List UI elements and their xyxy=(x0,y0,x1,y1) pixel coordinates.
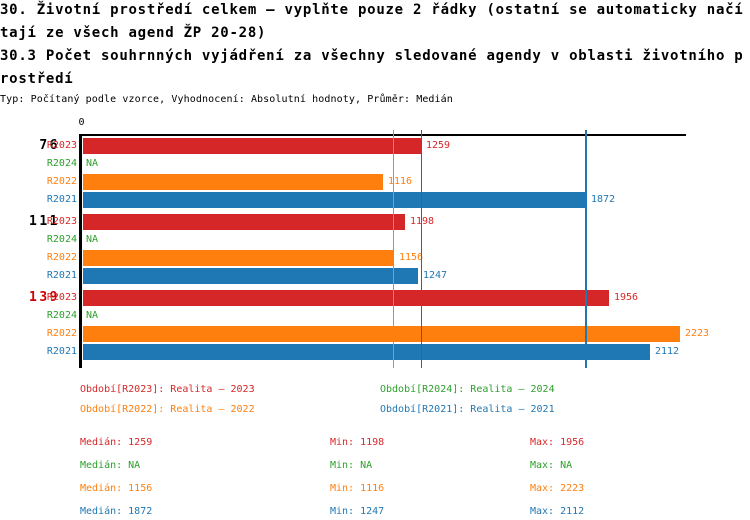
series-row-label: R2024 xyxy=(46,234,77,245)
bar-r2021 xyxy=(83,268,418,284)
bar-na-label: NA xyxy=(86,158,99,169)
series-row-label: R2022 xyxy=(46,252,77,263)
bar-value-label: 1872 xyxy=(591,194,616,205)
group-label: 111 xyxy=(29,214,60,229)
bar-value-label: 1156 xyxy=(399,252,424,263)
bar-na-label: NA xyxy=(86,234,99,245)
stat-max-1: Max: NA xyxy=(530,460,573,471)
series-row-label: R2023 xyxy=(46,140,77,151)
series-row-label: R2022 xyxy=(46,176,77,187)
y-axis-line xyxy=(79,134,82,368)
bar-r2022 xyxy=(83,174,383,190)
bar-na-label: NA xyxy=(86,310,99,321)
stat-min-1: Min: NA xyxy=(330,460,373,471)
stat-median-3: Medián: 1872 xyxy=(80,506,153,517)
legend-item-0: Období[R2023]: Realita – 2023 xyxy=(80,384,255,395)
stat-median-0: Medián: 1259 xyxy=(80,437,153,448)
stat-min-2: Min: 1116 xyxy=(330,483,385,494)
bar-r2022 xyxy=(83,250,394,266)
series-row-label: R2023 xyxy=(46,216,77,227)
series-row-label: R2022 xyxy=(46,328,77,339)
series-row-label: R2024 xyxy=(46,310,77,321)
group-label: 76 xyxy=(39,138,60,153)
legend-item-3: Období[R2021]: Realita – 2021 xyxy=(380,404,555,415)
title-line-1: 30. Životní prostředí celkem – vyplňte p… xyxy=(0,2,744,18)
bar-value-label: 2223 xyxy=(685,328,710,339)
title-line-4: rostředí xyxy=(0,71,74,87)
title-line-2: tají ze všech agend ŽP 20-28) xyxy=(0,25,267,41)
bar-r2023 xyxy=(83,214,405,230)
bar-value-label: 1956 xyxy=(614,292,639,303)
bar-r2021 xyxy=(83,192,586,208)
x-axis-line xyxy=(81,134,686,136)
stat-median-1: Medián: NA xyxy=(80,460,141,471)
bar-value-label: 1198 xyxy=(410,216,435,227)
median-line-r2022 xyxy=(392,130,395,368)
legend-item-2: Období[R2022]: Realita – 2022 xyxy=(80,404,255,415)
median-line-r2023 xyxy=(420,130,423,368)
stat-min-3: Min: 1247 xyxy=(330,506,385,517)
bar-r2023 xyxy=(83,290,609,306)
series-row-label: R2021 xyxy=(46,194,77,205)
series-row-label: R2023 xyxy=(46,292,77,303)
bar-value-label: 1259 xyxy=(426,140,451,151)
series-row-label: R2021 xyxy=(46,270,77,281)
stat-max-3: Max: 2112 xyxy=(530,506,585,517)
bar-r2023 xyxy=(83,138,421,154)
median-line-r2021 xyxy=(585,130,587,368)
title-line-3: 30.3 Počet souhrnných vyjádření za všech… xyxy=(0,48,744,64)
bar-value-label: 1116 xyxy=(388,176,413,187)
x-axis-zero-label: 0 xyxy=(78,117,85,128)
series-row-label: R2024 xyxy=(46,158,77,169)
bar-r2021 xyxy=(83,344,650,360)
bar-value-label: 2112 xyxy=(655,346,680,357)
bar-r2022 xyxy=(83,326,680,342)
legend-item-1: Období[R2024]: Realita – 2024 xyxy=(380,384,555,395)
stat-median-2: Medián: 1156 xyxy=(80,483,153,494)
group-label: 139 xyxy=(29,290,60,305)
bar-value-label: 1247 xyxy=(423,270,448,281)
chart-meta-line: Typ: Počítaný podle vzorce, Vyhodnocení:… xyxy=(0,94,453,105)
stat-max-0: Max: 1956 xyxy=(530,437,585,448)
stat-min-0: Min: 1198 xyxy=(330,437,385,448)
series-row-label: R2021 xyxy=(46,346,77,357)
stat-max-2: Max: 2223 xyxy=(530,483,585,494)
